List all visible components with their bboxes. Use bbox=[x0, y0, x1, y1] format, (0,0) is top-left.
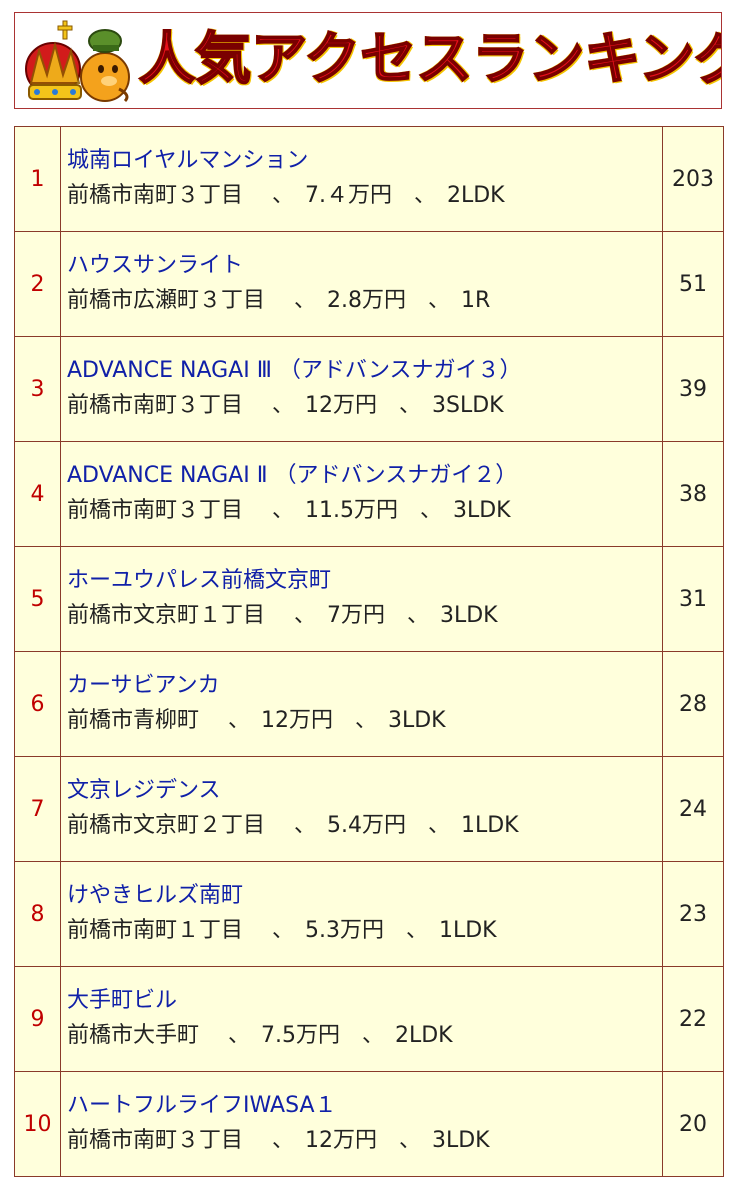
property-name-link[interactable]: けやきヒルズ南町 bbox=[67, 883, 244, 908]
property-name-link[interactable]: カーサビアンカ bbox=[67, 673, 220, 698]
access-count: 22 bbox=[662, 966, 724, 1072]
property-info: けやきヒルズ南町前橋市南町１丁目 、 5.3万円 、 1LDK bbox=[60, 861, 663, 967]
ranking-banner: 人気アクセスランキング bbox=[14, 12, 722, 109]
property-info: 文京レジデンス前橋市文京町２丁目 、 5.4万円 、 1LDK bbox=[60, 756, 663, 862]
access-count: 23 bbox=[662, 861, 724, 967]
ranking-row: 10 ハートフルライフIWASA１ 前橋市南町３丁目 、 12万円 、 3LDK 20 bbox=[14, 1071, 724, 1177]
property-detail: 前橋市南町３丁目 、 12万円 、 3LDK bbox=[67, 1128, 490, 1153]
rank-number: 9 bbox=[14, 966, 61, 1072]
property-name-link[interactable]: ハートフルライフIWASA１ bbox=[67, 1093, 337, 1118]
ranking-row: 6 カーサビアンカ 前橋市青柳町 、 12万円 、 3LDK 28 bbox=[14, 651, 724, 757]
property-detail: 前橋市南町３丁目 、 7.４万円 、 2LDK bbox=[67, 183, 505, 208]
property-info: ホーユウパレス前橋文京町前橋市文京町１丁目 、 7万円 、 3LDK bbox=[60, 546, 663, 652]
crown-mascot-icon bbox=[25, 20, 130, 103]
ranking-row: 3 ADVANCE NAGAI Ⅲ （アドバンスナガイ３） 前橋市南町３丁目 、 1… bbox=[14, 336, 724, 442]
property-info: ハウスサンライト前橋市広瀬町３丁目 、 2.8万円 、 1R bbox=[60, 231, 663, 337]
property-name-link[interactable]: 文京レジデンス bbox=[67, 778, 221, 803]
property-detail: 前橋市文京町２丁目 、 5.4万円 、 1LDK bbox=[67, 813, 519, 838]
ranking-row: 1 城南ロイヤルマンション 前橋市南町３丁目 、 7.４万円 、 2LDK 203 bbox=[14, 126, 724, 232]
ranking-row: 9 大手町ビル 前橋市大手町 、 7.5万円 、 2LDK 22 bbox=[14, 966, 724, 1072]
ranking-row: 8 けやきヒルズ南町 前橋市南町１丁目 、 5.3万円 、 1LDK 23 bbox=[14, 861, 724, 967]
ranking-body: 1 城南ロイヤルマンション 前橋市南町３丁目 、 7.４万円 、 2LDK 203 2 ハ… bbox=[14, 126, 724, 1177]
rank-number: 2 bbox=[14, 231, 61, 337]
property-name-link[interactable]: ハウスサンライト bbox=[67, 253, 244, 278]
property-info: ADVANCE NAGAI Ⅱ （アドバンスナガイ２） 前橋市南町３丁目 、 11… bbox=[60, 441, 663, 547]
property-info: ADVANCE NAGAI Ⅲ （アドバンスナガイ３） 前橋市南町３丁目 、 12… bbox=[60, 336, 663, 442]
property-detail: 前橋市南町１丁目 、 5.3万円 、 1LDK bbox=[67, 918, 497, 943]
property-name-link[interactable]: 大手町ビル bbox=[67, 988, 178, 1013]
access-count: 24 bbox=[662, 756, 724, 862]
property-detail: 前橋市青柳町 、 12万円 、 3LDK bbox=[67, 708, 446, 733]
access-count: 20 bbox=[662, 1071, 724, 1177]
property-info: カーサビアンカ前橋市青柳町 、 12万円 、 3LDK bbox=[60, 651, 663, 757]
rank-number: 6 bbox=[14, 651, 61, 757]
property-info: ハートフルライフIWASA１ 前橋市南町３丁目 、 12万円 、 3LDK bbox=[60, 1071, 663, 1177]
rank-number: 5 bbox=[14, 546, 61, 652]
property-info: 大手町ビル前橋市大手町 、 7.5万円 、 2LDK bbox=[60, 966, 663, 1072]
property-detail: 前橋市南町３丁目 、 12万円 、 3SLDK bbox=[67, 393, 504, 418]
property-detail: 前橋市文京町１丁目 、 7万円 、 3LDK bbox=[67, 603, 498, 628]
rank-number: 8 bbox=[14, 861, 61, 967]
rank-number: 3 bbox=[14, 336, 61, 442]
ranking-table: 1 城南ロイヤルマンション 前橋市南町３丁目 、 7.４万円 、 2LDK 203 2 ハ… bbox=[14, 126, 724, 1177]
property-name-link[interactable]: ホーユウパレス前橋文京町 bbox=[67, 568, 332, 593]
access-count: 38 bbox=[662, 441, 724, 547]
rank-number: 7 bbox=[14, 756, 61, 862]
property-name-link[interactable]: ADVANCE NAGAI Ⅲ （アドバンスナガイ３） bbox=[67, 358, 522, 383]
page-title: 人気アクセスランキング bbox=[138, 26, 722, 93]
property-detail: 前橋市広瀬町３丁目 、 2.8万円 、 1R bbox=[67, 288, 491, 313]
property-detail: 前橋市南町３丁目 、 11.5万円 、 3LDK bbox=[67, 498, 511, 523]
rank-number: 10 bbox=[14, 1071, 61, 1177]
access-count: 31 bbox=[662, 546, 724, 652]
property-info: 城南ロイヤルマンション前橋市南町３丁目 、 7.４万円 、 2LDK bbox=[60, 126, 663, 232]
ranking-row: 5 ホーユウパレス前橋文京町 前橋市文京町１丁目 、 7万円 、 3LDK 31 bbox=[14, 546, 724, 652]
ranking-row: 4 ADVANCE NAGAI Ⅱ （アドバンスナガイ２） 前橋市南町３丁目 、 1… bbox=[14, 441, 724, 547]
access-count: 51 bbox=[662, 231, 724, 337]
rank-number: 4 bbox=[14, 441, 61, 547]
access-count: 39 bbox=[662, 336, 724, 442]
ranking-row: 7 文京レジデンス 前橋市文京町２丁目 、 5.4万円 、 1LDK 24 bbox=[14, 756, 724, 862]
access-count: 28 bbox=[662, 651, 724, 757]
property-name-link[interactable]: 城南ロイヤルマンション bbox=[67, 148, 309, 173]
access-count: 203 bbox=[662, 126, 724, 232]
property-detail: 前橋市大手町 、 7.5万円 、 2LDK bbox=[67, 1023, 453, 1048]
ranking-row: 2 ハウスサンライト 前橋市広瀬町３丁目 、 2.8万円 、 1R 51 bbox=[14, 231, 724, 337]
rank-number: 1 bbox=[14, 126, 61, 232]
property-name-link[interactable]: ADVANCE NAGAI Ⅱ （アドバンスナガイ２） bbox=[67, 463, 518, 488]
